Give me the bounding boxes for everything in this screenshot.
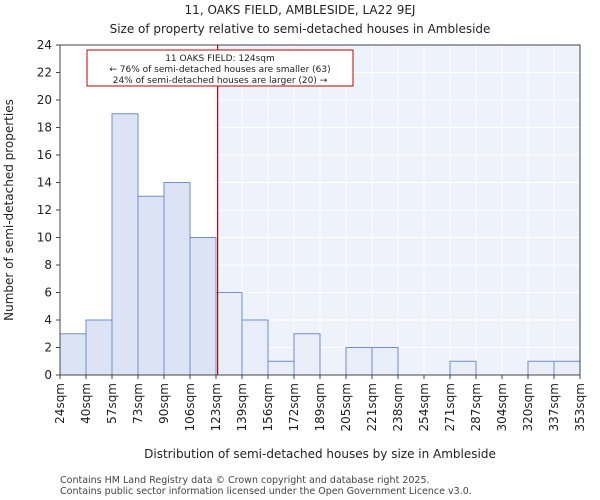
bar [163,182,191,376]
footer-line-2: Contains public sector information licen… [60,486,472,497]
x-tick-label: 57sqm [105,383,119,424]
y-tick-label: 14 [37,176,52,190]
x-tick-label: 353sqm [573,383,587,431]
y-tick-label: 0 [44,368,52,382]
x-tick-label: 156sqm [261,383,275,431]
bar [371,347,399,376]
x-tick-label: 320sqm [521,383,535,431]
x-tick-label: 205sqm [339,383,353,431]
y-tick-label: 2 [44,341,52,355]
y-axis-label: Number of semi-detached properties [2,99,16,321]
x-tick-label: 40sqm [79,383,93,424]
x-tick-label: 337sqm [547,383,561,431]
chart-title: 11, OAKS FIELD, AMBLESIDE, LA22 9EJ [185,3,416,17]
bar [111,113,139,376]
y-tick-label: 4 [44,313,52,327]
bar [59,333,87,376]
y-tick-label: 10 [37,231,52,245]
bar [293,333,321,376]
x-tick-label: 139sqm [235,383,249,431]
x-tick-label: 189sqm [313,383,327,431]
x-tick-label: 106sqm [183,383,197,431]
y-tick-label: 20 [37,93,52,107]
x-tick-label: 221sqm [365,383,379,431]
x-tick-label: 24sqm [53,383,67,424]
x-tick-label: 287sqm [469,383,483,431]
footer-line-1: Contains HM Land Registry data © Crown c… [60,475,430,486]
annotation-line-3: 24% of semi-detached houses are larger (… [113,76,328,86]
annotation-box: 11 OAKS FIELD: 124sqm ← 76% of semi-deta… [86,49,354,87]
bar [267,360,295,376]
x-tick-label: 304sqm [495,383,509,431]
bar [527,360,555,376]
y-tick-label: 6 [44,286,52,300]
y-tick-label: 22 [37,66,52,80]
y-tick-label: 16 [37,148,52,162]
bar [215,292,243,376]
y-tick-label: 24 [37,38,52,52]
x-tick-label: 172sqm [287,383,301,431]
x-tick-label: 73sqm [131,383,145,424]
bar [241,319,269,376]
x-ticks: 24sqm 40sqm 57sqm 73sqm 90sqm 106sqm 123sqm 139… [53,375,587,431]
bar [137,195,165,376]
bar [553,360,581,376]
annotation-line-1: 11 OAKS FIELD: 124sqm [165,54,275,64]
x-tick-label: 123sqm [209,383,223,431]
x-axis-label: Distribution of semi-detached houses by … [144,447,496,461]
x-tick-label: 90sqm [157,383,171,424]
y-tick-label: 18 [37,121,52,135]
x-tick-label: 271sqm [443,383,457,431]
bar [85,319,113,376]
x-tick-label: 238sqm [391,383,405,431]
chart-subtitle: Size of property relative to semi-detach… [110,22,491,36]
annotation-line-2: ← 76% of semi-detached houses are smalle… [109,65,330,75]
x-tick-label: 254sqm [417,383,431,431]
bar [449,360,477,376]
bar [345,347,373,376]
y-tick-label: 8 [44,258,52,272]
y-tick-label: 12 [37,203,52,217]
bar [189,237,217,376]
